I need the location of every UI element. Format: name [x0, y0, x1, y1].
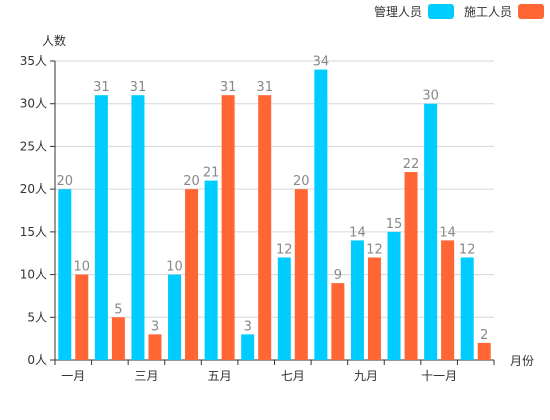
legend-label-management: 管理人员	[373, 5, 422, 19]
bar-management	[58, 189, 72, 360]
data-label: 5	[114, 302, 122, 317]
data-label: 3	[151, 319, 159, 334]
legend-item-management[interactable]: 管理人员	[374, 3, 454, 20]
data-label: 14	[439, 225, 456, 240]
y-tick-label: 20人	[20, 182, 47, 196]
bar-construction	[75, 274, 89, 360]
y-tick-label: 0人	[27, 353, 47, 367]
y-tick-label: 35人	[20, 54, 47, 68]
x-tick-label: 一月	[61, 369, 85, 383]
bar-construction	[441, 240, 455, 360]
bar-management	[241, 334, 255, 360]
bar-management	[277, 257, 291, 360]
bar-construction	[185, 189, 199, 360]
y-tick-label: 30人	[20, 97, 47, 111]
data-label: 2	[480, 328, 488, 343]
data-label: 34	[313, 55, 330, 70]
x-tick-label: 九月	[354, 369, 378, 383]
legend-swatch-construction	[518, 4, 544, 19]
data-label: 20	[57, 174, 74, 189]
data-label: 21	[203, 166, 220, 181]
x-tick-label: 七月	[281, 369, 305, 383]
data-label: 10	[74, 260, 91, 275]
data-label: 12	[366, 242, 383, 257]
bar-construction	[404, 172, 418, 360]
y-tick-label: 5人	[27, 310, 47, 324]
bar-management	[168, 274, 182, 360]
legend: 管理人员 施工人员	[364, 3, 544, 20]
bar-management	[387, 231, 401, 360]
bar-management	[350, 240, 364, 360]
bar-construction	[221, 95, 235, 361]
y-tick-label: 25人	[20, 139, 47, 153]
data-label: 9	[334, 268, 342, 283]
data-label: 20	[293, 174, 310, 189]
data-label: 3	[244, 319, 252, 334]
y-axis-title: 人数	[42, 34, 67, 48]
bar-management	[94, 95, 108, 361]
bar-management	[460, 257, 474, 360]
x-tick-label: 三月	[134, 369, 158, 383]
data-label: 22	[403, 157, 420, 172]
legend-swatch-management	[427, 4, 454, 19]
bar-construction	[258, 95, 272, 361]
y-tick-label: 10人	[20, 268, 47, 282]
legend-item-construction[interactable]: 施工人员	[464, 3, 544, 20]
data-label: 30	[422, 89, 439, 104]
legend-label-construction: 施工人员	[463, 5, 512, 19]
data-label: 10	[166, 260, 183, 275]
bar-construction	[294, 189, 308, 360]
bar-management	[204, 180, 218, 360]
y-tick-label: 15人	[20, 225, 47, 239]
data-label: 12	[276, 242, 293, 257]
data-label: 14	[349, 225, 366, 240]
x-tick-label: 十一月	[421, 369, 457, 383]
x-tick-label: 五月	[208, 369, 232, 383]
bar-construction	[331, 283, 345, 360]
data-label: 31	[93, 80, 110, 95]
x-axis-title: 月份	[510, 354, 535, 368]
bar-management	[314, 69, 328, 361]
bar-construction	[477, 342, 491, 360]
data-label: 31	[256, 80, 273, 95]
data-label: 15	[386, 217, 403, 232]
bar-management	[424, 103, 438, 360]
data-label: 20	[183, 174, 200, 189]
bar-management	[131, 95, 145, 361]
data-label: 12	[459, 242, 476, 257]
bar-construction	[111, 317, 125, 360]
bar-construction	[367, 257, 381, 360]
bar-construction	[148, 334, 162, 360]
data-label: 31	[220, 80, 237, 95]
data-label: 31	[130, 80, 147, 95]
